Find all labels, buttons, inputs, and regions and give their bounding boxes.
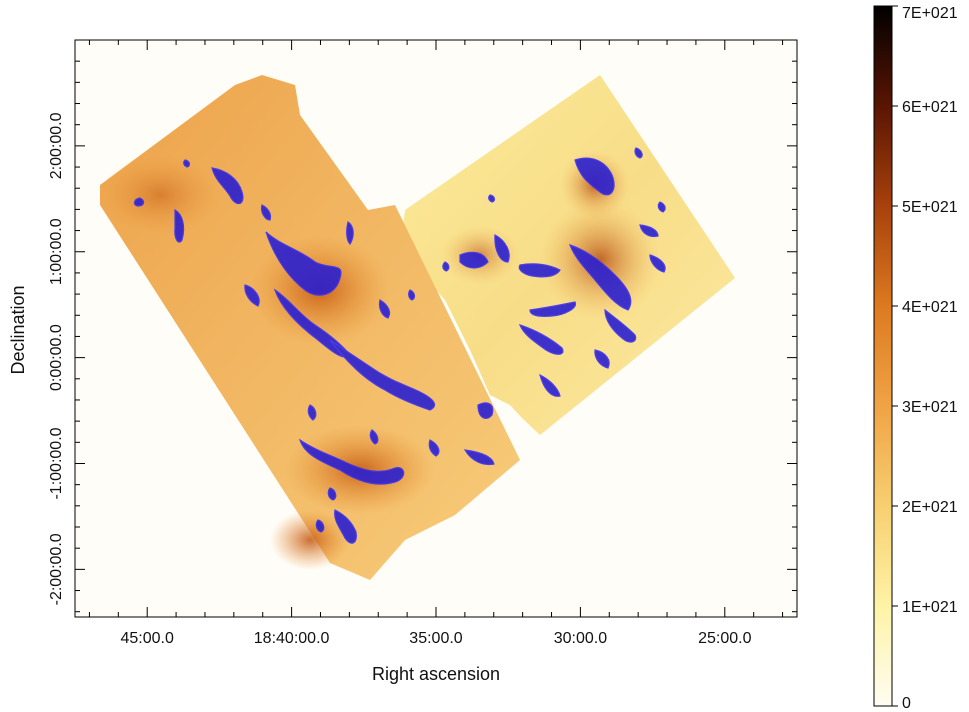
map-image <box>100 75 735 580</box>
y-tick-label: 1:00:00.0 <box>48 218 65 285</box>
colorbar-tick-label: 1E+021 <box>902 599 958 616</box>
colorbar-ticks: 0 1E+021 2E+021 3E+021 4E+021 5E+021 6E+021 7E+… <box>892 5 958 712</box>
x-tick-label: 35:00.0 <box>409 630 462 647</box>
minor-ticks <box>75 40 797 617</box>
y-tick-label: -2:00:00.0 <box>48 533 65 605</box>
x-tick-label: 18:40:00.0 <box>254 630 330 647</box>
colorbar-gradient <box>873 5 893 707</box>
colorbar-tick-label: 4E+021 <box>902 299 958 316</box>
y-tick-label: -1:00:00.0 <box>48 427 65 499</box>
colorbar: 0 1E+021 2E+021 3E+021 4E+021 5E+021 6E+021 7E+… <box>873 5 958 712</box>
x-axis: 45:00.0 18:40:00.0 35:00.0 30:00.0 25:00.0 <box>121 40 752 647</box>
x-tick-label: 30:00.0 <box>554 630 607 647</box>
y-axis: 2:00:00.0 1:00:00.0 0:00:00.0 -1:00:00.0 -2:… <box>48 112 797 605</box>
filament-contours <box>133 147 666 544</box>
colorbar-tick-label: 0 <box>902 695 911 712</box>
colorbar-tick-label: 7E+021 <box>902 5 958 22</box>
colorbar-tick-label: 3E+021 <box>902 399 958 416</box>
y-axis-title: Declination <box>8 285 28 374</box>
x-tick-label: 45:00.0 <box>121 630 174 647</box>
colorbar-tick-label: 5E+021 <box>902 199 958 216</box>
colorbar-tick-label: 2E+021 <box>902 499 958 516</box>
x-axis-title: Right ascension <box>372 664 500 684</box>
y-tick-label: 2:00:00.0 <box>48 112 65 179</box>
x-tick-label: 25:00.0 <box>698 630 751 647</box>
colorbar-tick-label: 6E+021 <box>902 99 958 116</box>
y-tick-label: 0:00:00.0 <box>48 324 65 391</box>
